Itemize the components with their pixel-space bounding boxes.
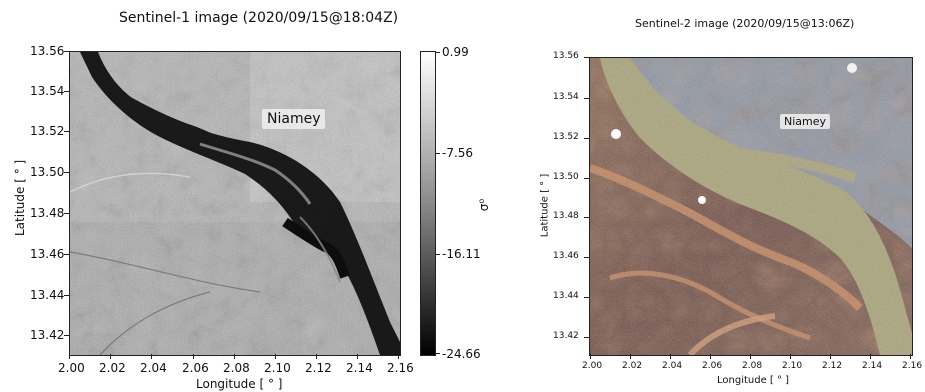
left-ytick: 13.46 <box>30 247 65 261</box>
left-ytick: 13.44 <box>30 288 65 302</box>
right-ytick: 13.54 <box>553 92 579 102</box>
niamey-label-right: Niamey <box>780 114 831 129</box>
colorbar-tick: 0.99 <box>442 45 469 59</box>
right-xtick: 2.10 <box>782 361 803 371</box>
left-xtick: 2.04 <box>140 361 167 375</box>
left-ytick: 13.42 <box>30 328 65 342</box>
right-xtick: 2.16 <box>902 361 923 371</box>
left-ytick: 13.56 <box>30 44 65 58</box>
colorbar-tick: -7.56 <box>442 146 474 160</box>
sentinel1-image: Niamey <box>69 51 401 356</box>
left-xtick: 2.16 <box>387 361 414 375</box>
right-ytick: 13.44 <box>553 291 579 301</box>
sigma0-colorbar <box>420 51 436 356</box>
sentinel2-image: Niamey <box>589 57 913 356</box>
right-ylabel: Latitude [ ° ] <box>539 173 551 238</box>
right-xtick: 2.00 <box>582 361 603 371</box>
right-ytick: 13.48 <box>553 211 579 221</box>
right-xtick: 2.04 <box>662 361 683 371</box>
right-xlabel: Longitude [ ° ] <box>717 375 790 386</box>
right-xtick: 2.12 <box>822 361 843 371</box>
colorbar-label: σ⁰ <box>477 198 492 212</box>
left-xtick: 2.00 <box>58 361 85 375</box>
left-xtick: 2.12 <box>305 361 332 375</box>
left-ytick: 13.52 <box>30 124 65 138</box>
left-xlabel: Longitude [ ° ] <box>196 377 283 391</box>
right-title: Sentinel-2 image (2020/09/15@13:06Z) <box>635 17 855 30</box>
left-xtick: 2.08 <box>223 361 250 375</box>
left-ytick: 13.50 <box>30 165 65 179</box>
right-xtick: 2.02 <box>622 361 643 371</box>
right-xtick: 2.14 <box>862 361 883 371</box>
colorbar-tick: -24.66 <box>442 347 481 361</box>
colorbar-tick: -16.11 <box>442 247 481 261</box>
left-ylabel: Latitude [ ° ] <box>13 159 27 236</box>
left-ytick: 13.48 <box>30 206 65 220</box>
left-xtick: 2.06 <box>182 361 209 375</box>
left-ytick: 13.54 <box>30 84 65 98</box>
right-ytick: 13.56 <box>553 51 579 61</box>
niamey-label-left: Niamey <box>262 109 326 129</box>
right-ytick: 13.50 <box>553 172 579 182</box>
left-xtick: 2.10 <box>264 361 291 375</box>
optical-image-svg <box>590 58 912 355</box>
right-ytick: 13.46 <box>553 251 579 261</box>
left-title: Sentinel-1 image (2020/09/15@18:04Z) <box>119 10 399 26</box>
right-ytick: 13.42 <box>553 331 579 341</box>
left-xtick: 2.14 <box>346 361 373 375</box>
sar-image-svg <box>70 52 400 355</box>
right-xtick: 2.08 <box>742 361 763 371</box>
right-xtick: 2.06 <box>702 361 723 371</box>
right-ytick: 13.52 <box>553 132 579 142</box>
left-xtick: 2.02 <box>99 361 126 375</box>
